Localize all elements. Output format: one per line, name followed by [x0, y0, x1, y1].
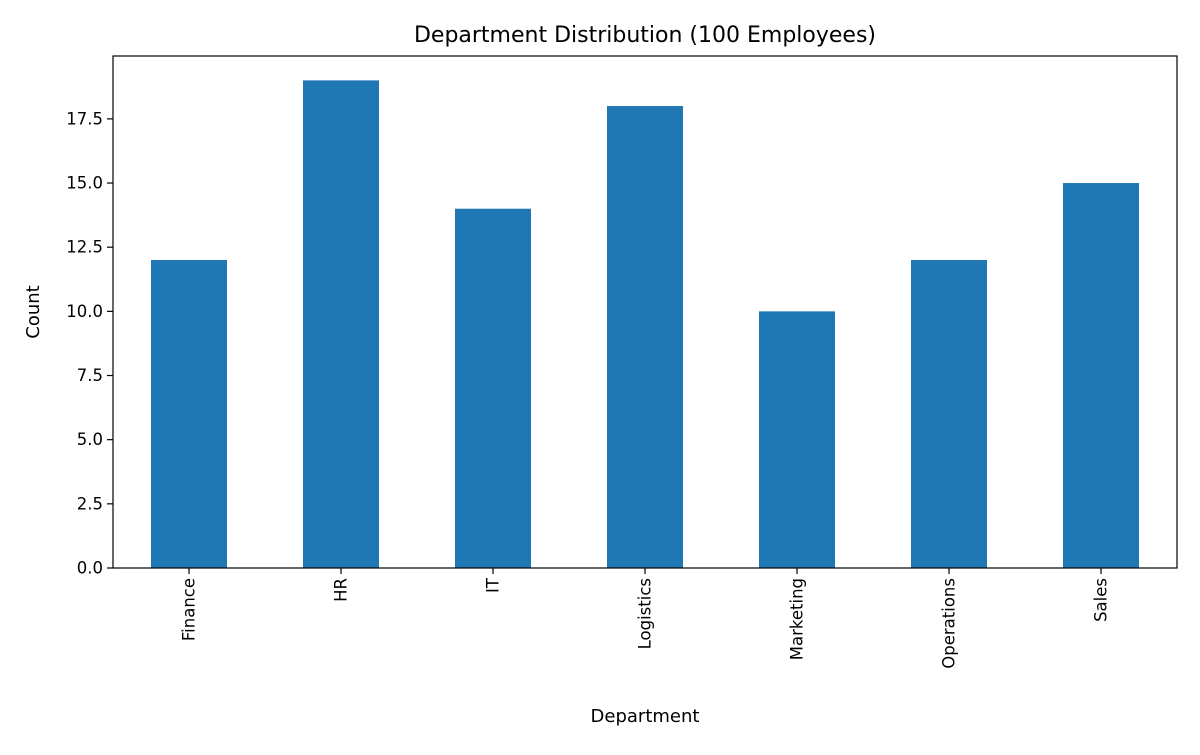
y-axis: 0.0 2.5 5.0 7.5 10.0 12.5 15.0 17.5 [66, 109, 113, 578]
x-tick-label-finance: Finance [180, 578, 199, 641]
y-tick-label: 15.0 [66, 174, 103, 193]
bar-logistics [607, 106, 683, 569]
y-tick-label: 0.0 [77, 559, 103, 578]
x-axis: Finance HR IT Logistics Marketing Operations S… [180, 568, 1111, 669]
bar-it [455, 208, 531, 568]
y-tick-label: 7.5 [77, 366, 103, 385]
y-tick-label: 5.0 [77, 430, 103, 449]
plot-frame [112, 55, 1178, 569]
chart-title: Department Distribution (100 Employees) [414, 23, 876, 48]
bars-layer [151, 80, 1139, 569]
y-tick-label: 17.5 [66, 109, 103, 128]
bar-sales [1063, 183, 1139, 568]
y-tick-label: 2.5 [77, 494, 103, 513]
x-tick-label-hr: HR [332, 578, 351, 602]
x-axis-label: Department [591, 706, 700, 727]
x-tick-label-operations: Operations [940, 578, 959, 669]
x-tick-label-logistics: Logistics [636, 578, 655, 649]
x-tick-label-sales: Sales [1092, 578, 1111, 622]
bar-finance [151, 260, 227, 568]
bar-marketing [759, 311, 835, 568]
y-tick-label: 10.0 [66, 302, 103, 321]
y-tick-label: 12.5 [66, 238, 103, 257]
bar-operations [911, 260, 987, 568]
x-tick-label-marketing: Marketing [788, 578, 807, 660]
y-axis-label: Count [23, 285, 44, 338]
bar-hr [303, 80, 379, 568]
x-tick-label-it: IT [484, 577, 503, 593]
